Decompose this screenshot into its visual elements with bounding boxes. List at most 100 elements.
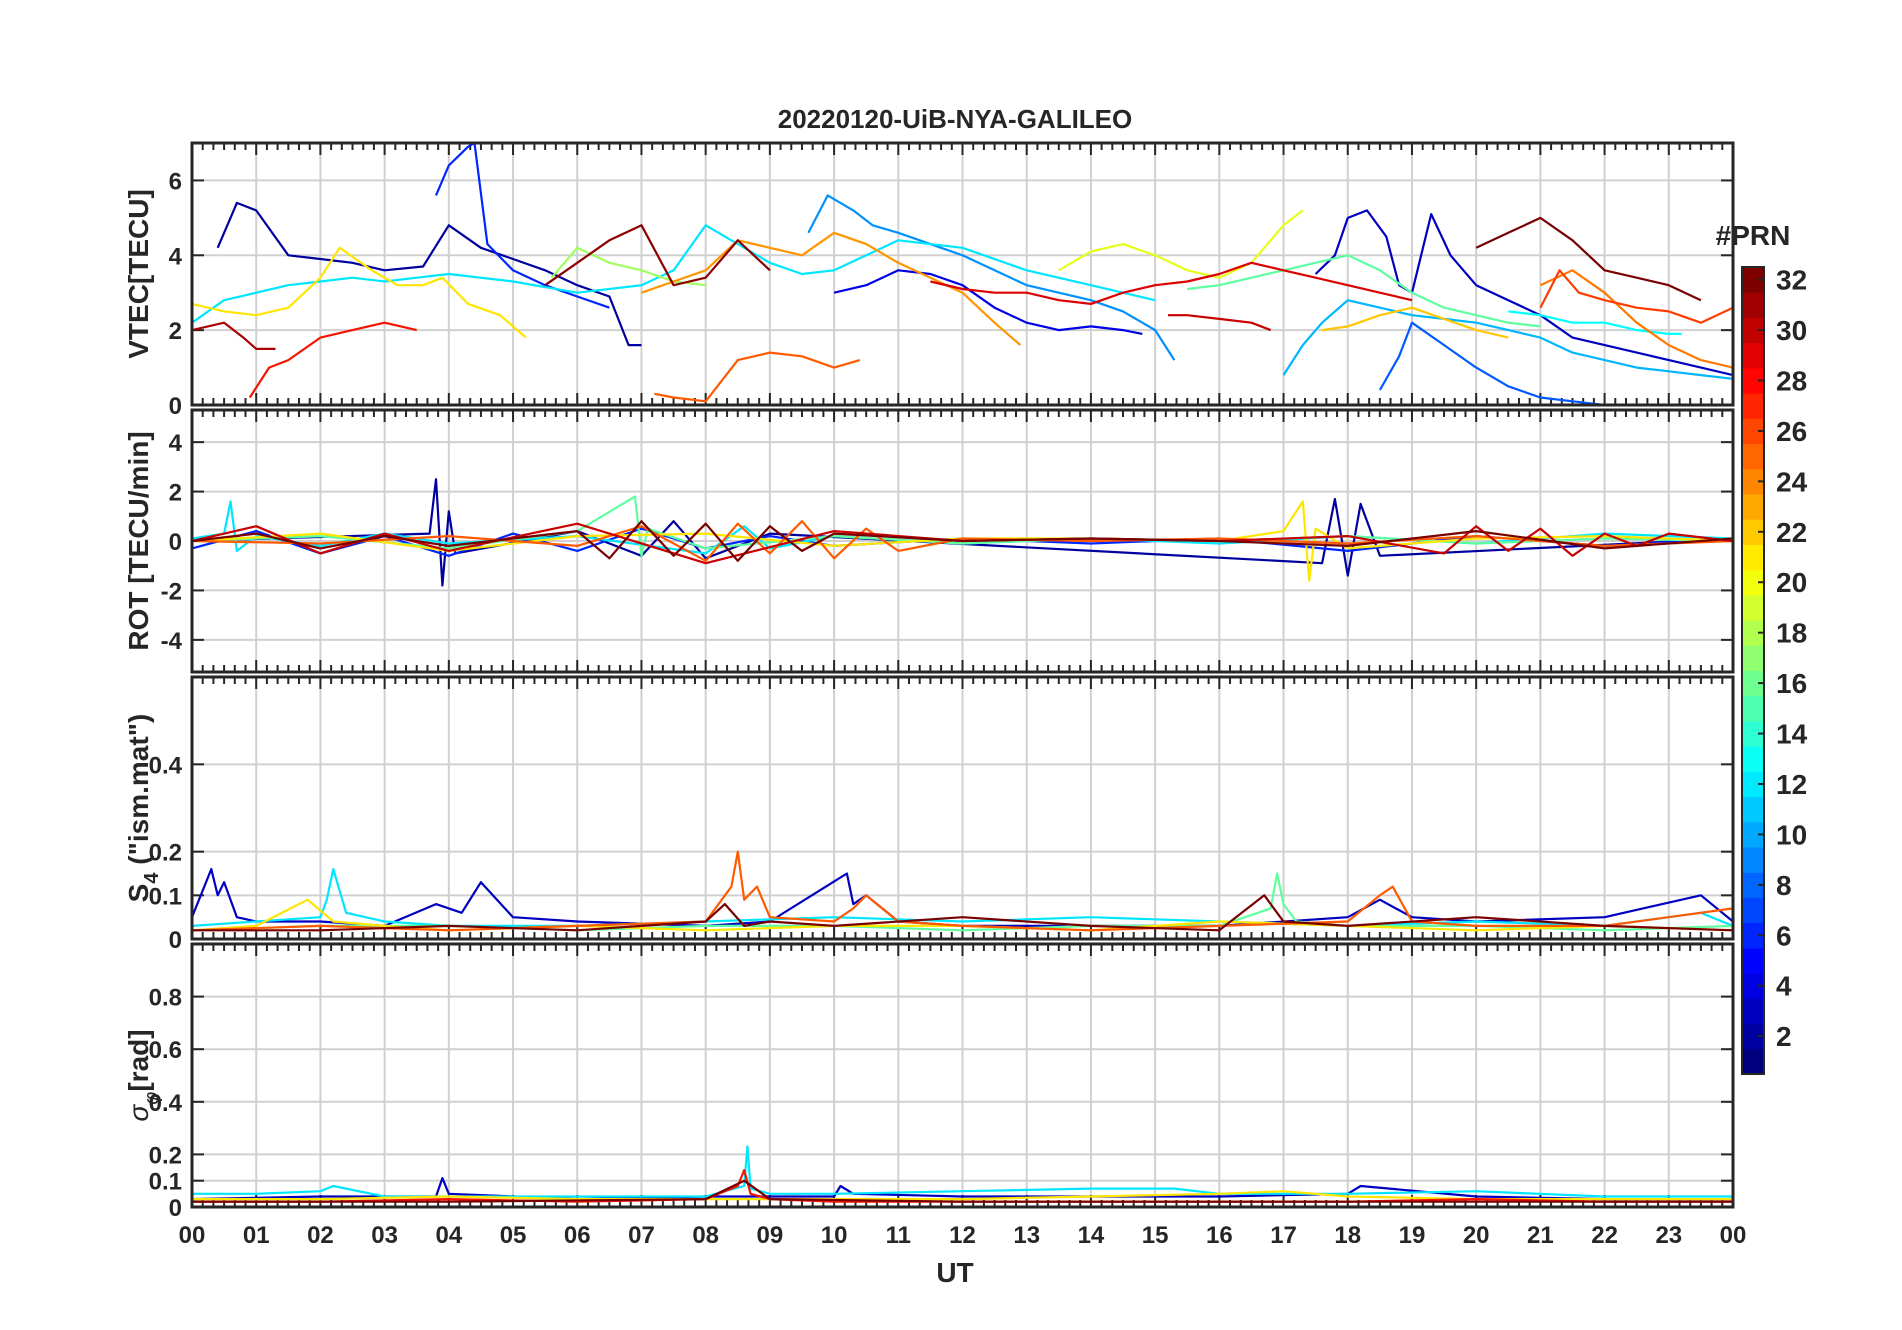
y-tick-label: 2 <box>169 318 182 345</box>
colorbar-tick-label: 24 <box>1776 466 1808 497</box>
y-tick-label: 0 <box>169 1195 182 1222</box>
y-tick-label: 0.1 <box>149 1169 182 1196</box>
x-tick-label: 21 <box>1527 1222 1554 1249</box>
colorbar-segment <box>1742 897 1764 924</box>
series-line-prn-10 <box>1282 299 1733 380</box>
colorbar-tick-label: 12 <box>1776 769 1807 800</box>
x-tick-label: 22 <box>1591 1222 1618 1249</box>
colorbar-segment <box>1742 771 1764 798</box>
colorbar-title: #PRN <box>1716 220 1791 251</box>
panel-frame <box>190 675 1735 941</box>
series-line-prn-17 <box>550 246 706 287</box>
colorbar-tick-label: 6 <box>1776 920 1792 951</box>
y-axis-label-sub: 4 <box>141 872 163 884</box>
panel-vtec: 0 2 4 6 VTEC[TECU] <box>123 141 1735 420</box>
colorbar-segment <box>1742 720 1764 747</box>
x-tick-label: 06 <box>564 1222 591 1249</box>
y-tick-label: 0 <box>169 927 182 954</box>
series-line-prn-30 <box>192 321 276 350</box>
y-tick-label: -2 <box>161 578 182 605</box>
x-tick-label: 00 <box>1720 1222 1747 1249</box>
y-axis-label: ROT [TECU/min] <box>123 431 154 650</box>
colorbar-tick-label: 20 <box>1776 567 1807 598</box>
colorbar-segment <box>1742 922 1764 949</box>
colorbar-segment <box>1742 493 1764 520</box>
series-line-prn-29 <box>1168 314 1272 332</box>
series-line-prn-20 <box>192 898 1733 932</box>
x-axis-label: UT <box>936 1257 973 1288</box>
series-line-prn-32 <box>192 894 1733 932</box>
colorbar-segment <box>1742 267 1764 293</box>
colorbar-segment <box>1742 746 1764 772</box>
y-tick-label: -4 <box>161 628 183 655</box>
series-line-prn-23 <box>641 231 1022 346</box>
series-line-prn-5 <box>434 143 610 309</box>
y-axis-label-sub: φ <box>141 1092 163 1105</box>
x-tick-label: 05 <box>500 1222 527 1249</box>
series-line-prn-24 <box>1539 269 1733 369</box>
x-tick-label: 17 <box>1270 1222 1297 1249</box>
series-group <box>192 850 1733 932</box>
x-tick-label: 10 <box>821 1222 848 1249</box>
x-tick-label: 01 <box>243 1222 270 1249</box>
colorbar-segment <box>1742 342 1764 369</box>
colorbar-segment <box>1742 620 1764 646</box>
colorbar-segment <box>1742 998 1764 1025</box>
colorbar-tick-label: 10 <box>1776 819 1807 850</box>
colorbar-tick-label: 4 <box>1776 971 1792 1002</box>
colorbar-segment <box>1742 796 1764 823</box>
x-tick-label: 15 <box>1142 1222 1169 1249</box>
y-tick-label: 0.8 <box>149 985 182 1012</box>
x-tick-label: 11 <box>886 1222 911 1249</box>
series-group <box>192 1145 1733 1203</box>
colorbar-segment <box>1742 317 1764 344</box>
colorbar-segment <box>1742 519 1764 545</box>
x-tick-label: 02 <box>307 1222 334 1249</box>
series-line-prn-11 <box>192 224 1156 324</box>
colorbar-segment <box>1742 645 1764 671</box>
series-line-prn-7 <box>1378 321 1605 405</box>
x-tick-label: 00 <box>179 1222 206 1249</box>
x-tick-label: 12 <box>949 1222 976 1249</box>
x-tick-label: 08 <box>692 1222 719 1249</box>
colorbar-tick-label: 2 <box>1776 1021 1792 1052</box>
x-tick-label: 07 <box>628 1222 655 1249</box>
x-tick-label: 19 <box>1399 1222 1426 1249</box>
panel-frame <box>190 141 1735 407</box>
y-tick-label: 0.1 <box>149 883 182 910</box>
x-tick-label: 18 <box>1334 1222 1361 1249</box>
colorbar-segment <box>1742 670 1764 697</box>
series-line-prn-32 <box>1475 216 1702 302</box>
y-axis-label-main: σ <box>123 1104 154 1122</box>
figure-title: 20220120-UiB-NYA-GALILEO <box>778 104 1133 134</box>
y-axis-label-main: S <box>123 884 154 903</box>
colorbar-segment <box>1742 393 1764 419</box>
series-line-prn-25 <box>654 351 861 403</box>
series-line-prn-21 <box>1321 306 1509 339</box>
colorbar-tick-label: 28 <box>1776 365 1807 396</box>
series-line-prn-9 <box>807 194 1176 361</box>
series-line-prn-32 <box>192 1179 1733 1203</box>
panel-s4: 00.10.20.4S4 ("ism.mat") <box>123 675 1735 954</box>
colorbar-frame <box>1741 266 1765 1075</box>
x-tick-label: 13 <box>1013 1222 1040 1249</box>
y-tick-label: 4 <box>169 430 183 457</box>
colorbar-segment <box>1742 821 1764 848</box>
colorbar-segment <box>1742 468 1764 495</box>
colorbar-segment <box>1742 544 1764 571</box>
colorbar-segment <box>1742 367 1764 394</box>
y-tick-label: 0.2 <box>149 840 182 867</box>
colorbar-tick-label: 22 <box>1776 517 1807 548</box>
y-tick-label: 2 <box>169 480 182 507</box>
colorbar-segment <box>1742 872 1764 898</box>
x-tick-label: 03 <box>371 1222 398 1249</box>
series-line-prn-3 <box>1314 209 1733 377</box>
panel-rot: -4 -2 0 2 4 ROT [TECU/min] <box>123 408 1735 674</box>
series-line-prn-25 <box>192 520 1733 562</box>
series-group <box>192 478 1733 587</box>
colorbar-segment <box>1742 594 1764 621</box>
series-line-prn-4 <box>833 269 1143 335</box>
colorbar-segment <box>1742 847 1764 873</box>
